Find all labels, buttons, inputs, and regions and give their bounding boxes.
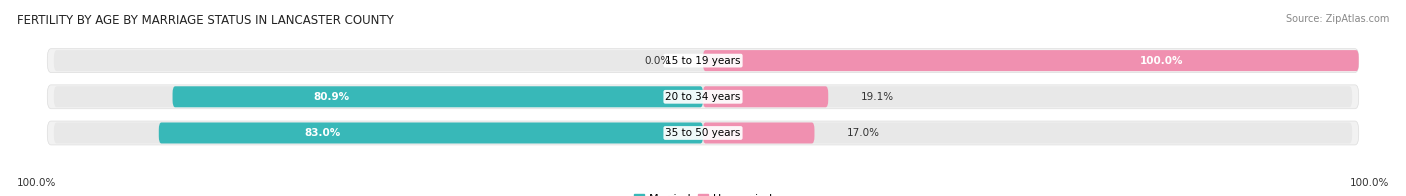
FancyBboxPatch shape — [48, 121, 1358, 145]
Text: FERTILITY BY AGE BY MARRIAGE STATUS IN LANCASTER COUNTY: FERTILITY BY AGE BY MARRIAGE STATUS IN L… — [17, 14, 394, 27]
FancyBboxPatch shape — [48, 49, 1358, 73]
Text: 100.0%: 100.0% — [1140, 56, 1184, 66]
FancyBboxPatch shape — [53, 122, 1353, 143]
FancyBboxPatch shape — [53, 50, 1353, 71]
Text: 19.1%: 19.1% — [860, 92, 894, 102]
Text: 35 to 50 years: 35 to 50 years — [665, 128, 741, 138]
FancyBboxPatch shape — [703, 122, 814, 143]
FancyBboxPatch shape — [173, 86, 703, 107]
Text: Source: ZipAtlas.com: Source: ZipAtlas.com — [1285, 14, 1389, 24]
Text: 83.0%: 83.0% — [304, 128, 340, 138]
Text: 17.0%: 17.0% — [848, 128, 880, 138]
Text: 20 to 34 years: 20 to 34 years — [665, 92, 741, 102]
FancyBboxPatch shape — [48, 85, 1358, 109]
Legend: Married, Unmarried: Married, Unmarried — [630, 190, 776, 196]
Text: 80.9%: 80.9% — [314, 92, 350, 102]
FancyBboxPatch shape — [703, 86, 828, 107]
FancyBboxPatch shape — [159, 122, 703, 143]
Text: 100.0%: 100.0% — [17, 178, 56, 188]
Text: 0.0%: 0.0% — [644, 56, 671, 66]
Text: 100.0%: 100.0% — [1350, 178, 1389, 188]
FancyBboxPatch shape — [703, 50, 1358, 71]
FancyBboxPatch shape — [53, 86, 1353, 107]
Text: 15 to 19 years: 15 to 19 years — [665, 56, 741, 66]
